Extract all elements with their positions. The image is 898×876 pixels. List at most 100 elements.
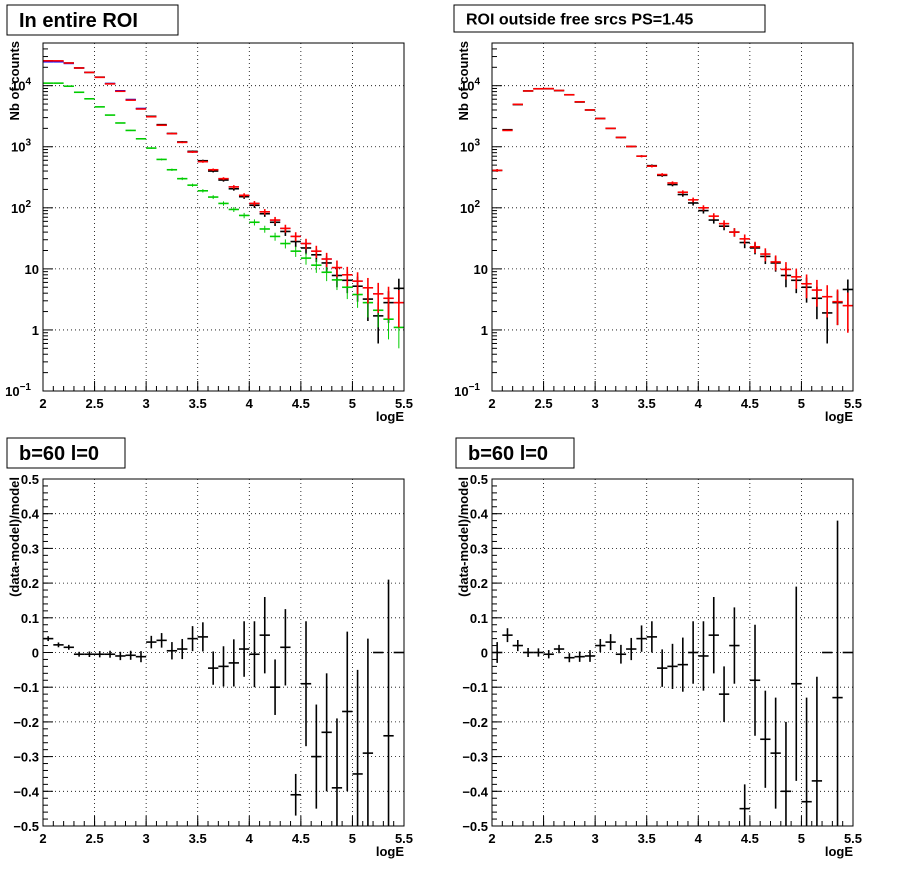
x-tick-label: 3 (143, 831, 150, 846)
x-tick-label: 3 (592, 831, 599, 846)
y-tick-label: 10−1 (5, 382, 31, 399)
x-axis-label: logE (376, 844, 404, 859)
data-point (177, 142, 187, 144)
x-tick-label: 5 (349, 396, 356, 411)
y-tick-label: 0.2 (21, 576, 39, 591)
x-tick-label: 4 (695, 831, 703, 846)
y-tick-label: −0.5 (462, 819, 488, 834)
x-tick-label: 3.5 (189, 396, 207, 411)
data-point (605, 128, 615, 129)
data-point (115, 122, 125, 123)
data-point (564, 94, 574, 95)
y-axis-label: Nb of counts (456, 41, 471, 120)
y-tick-label: 0.5 (21, 472, 39, 487)
x-tick-label: 5 (798, 831, 805, 846)
x-tick-label: 3 (592, 396, 599, 411)
x-tick-label: 4.5 (292, 831, 310, 846)
data-point (105, 84, 115, 85)
chart-title: b=60 l=0 (19, 443, 99, 465)
y-tick-label: 0.1 (470, 611, 488, 626)
y-tick-label: −0.5 (13, 819, 39, 834)
y-tick-label: 0.3 (21, 541, 39, 556)
data-point (84, 98, 94, 99)
data-point (595, 118, 605, 119)
y-tick-label: 10 (474, 262, 488, 277)
data-point (105, 115, 115, 116)
data-point (126, 130, 136, 131)
data-point (167, 133, 177, 134)
plot-area (492, 43, 853, 391)
data-point (136, 109, 146, 110)
y-tick-label: −0.3 (13, 750, 39, 765)
plot-area (43, 43, 404, 391)
x-tick-label: 4.5 (741, 396, 759, 411)
x-tick-label: 5 (349, 831, 356, 846)
x-tick-label: 4 (695, 396, 703, 411)
y-tick-label: −0.2 (13, 715, 39, 730)
data-point (136, 138, 146, 139)
y-tick-label: 1 (32, 323, 39, 338)
x-tick-label: 2.5 (535, 396, 553, 411)
y-tick-label: 10−1 (454, 382, 480, 399)
x-tick-label: 4.5 (292, 396, 310, 411)
x-tick-label: 2 (39, 396, 46, 411)
chart-title: b=60 l=0 (468, 443, 548, 465)
y-axis-label: Nb of counts (7, 41, 22, 120)
data-point (64, 86, 74, 87)
y-tick-label: −0.1 (13, 680, 39, 695)
y-tick-label: 0.2 (470, 576, 488, 591)
data-point (74, 92, 84, 93)
data-point (585, 110, 595, 111)
y-tick-label: 102 (460, 199, 480, 216)
y-axis-label: (data-model)/model (7, 477, 22, 597)
data-point (502, 130, 512, 131)
data-point (115, 91, 125, 92)
data-point (523, 91, 533, 92)
x-tick-label: 3 (143, 396, 150, 411)
data-point (156, 158, 166, 160)
x-axis-label: logE (825, 409, 853, 424)
data-point (513, 104, 523, 105)
data-point (544, 88, 554, 89)
y-tick-label: 103 (460, 138, 480, 155)
y-tick-label: 10 (25, 262, 39, 277)
x-tick-label: 4.5 (741, 831, 759, 846)
x-tick-label: 2.5 (86, 396, 104, 411)
x-tick-label: 3.5 (638, 396, 656, 411)
data-point (146, 116, 156, 117)
chart-title: ROI outside free srcs PS=1.45 (466, 11, 693, 28)
x-tick-label: 2.5 (535, 831, 553, 846)
data-point (533, 88, 543, 89)
data-point (187, 151, 197, 153)
y-tick-label: 0.3 (470, 541, 488, 556)
data-point (95, 106, 105, 107)
data-point (616, 137, 626, 138)
y-tick-label: 0 (481, 646, 488, 661)
chart-title: In entire ROI (19, 10, 138, 32)
y-tick-label: 0 (32, 646, 39, 661)
data-point (146, 147, 156, 149)
x-tick-label: 4 (246, 396, 254, 411)
x-tick-label: 2 (488, 396, 495, 411)
x-tick-label: 2 (488, 831, 495, 846)
x-tick-label: 2.5 (86, 831, 104, 846)
x-tick-label: 4 (246, 831, 254, 846)
y-tick-label: 103 (11, 138, 31, 155)
data-point (626, 146, 636, 148)
y-tick-label: −0.3 (462, 750, 488, 765)
x-tick-label: 3.5 (189, 831, 207, 846)
y-tick-label: −0.1 (462, 680, 488, 695)
y-tick-label: 1 (481, 323, 488, 338)
x-axis-label: logE (825, 844, 853, 859)
data-point (636, 155, 646, 157)
data-point (554, 90, 564, 91)
data-point (126, 100, 136, 101)
x-axis-label: logE (376, 409, 404, 424)
y-tick-label: −0.2 (462, 715, 488, 730)
x-tick-label: 3.5 (638, 831, 656, 846)
data-point (575, 101, 585, 102)
